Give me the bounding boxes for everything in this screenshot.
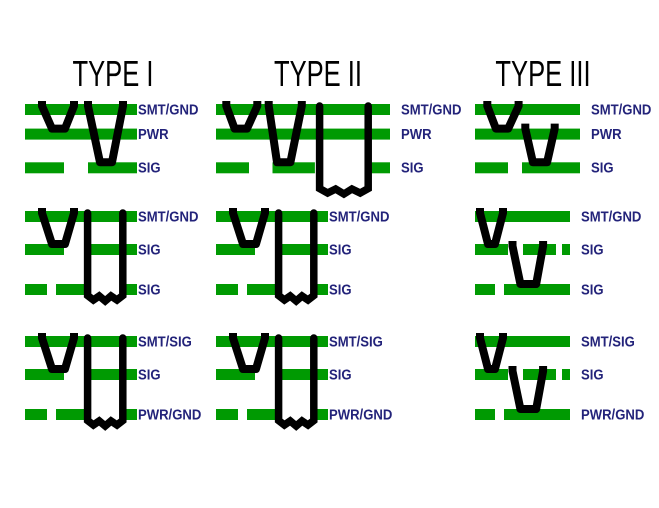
svg-text:PWR/GND: PWR/GND xyxy=(138,406,201,423)
svg-text:SIG: SIG xyxy=(329,281,352,298)
svg-text:SIG: SIG xyxy=(138,159,161,176)
svg-text:TYPE III: TYPE III xyxy=(495,54,590,94)
svg-text:SMT/GND: SMT/GND xyxy=(591,101,651,118)
svg-text:SIG: SIG xyxy=(581,241,604,258)
svg-text:SMT/GND: SMT/GND xyxy=(401,101,461,118)
svg-text:SIG: SIG xyxy=(329,241,352,258)
svg-text:SMT/SIG: SMT/SIG xyxy=(329,333,383,350)
svg-text:SIG: SIG xyxy=(591,159,614,176)
svg-text:SIG: SIG xyxy=(329,366,352,383)
svg-text:PWR: PWR xyxy=(401,125,432,142)
svg-text:SMT/GND: SMT/GND xyxy=(581,208,641,225)
svg-text:SMT/GND: SMT/GND xyxy=(138,208,198,225)
svg-text:TYPE II: TYPE II xyxy=(274,54,362,94)
svg-text:SMT/GND: SMT/GND xyxy=(329,208,389,225)
svg-text:PWR: PWR xyxy=(138,125,169,142)
svg-text:SIG: SIG xyxy=(401,159,424,176)
svg-text:PWR/GND: PWR/GND xyxy=(581,406,644,423)
svg-text:SMT/SIG: SMT/SIG xyxy=(138,333,192,350)
svg-text:SMT/SIG: SMT/SIG xyxy=(581,333,635,350)
svg-text:PWR/GND: PWR/GND xyxy=(329,406,392,423)
svg-text:SIG: SIG xyxy=(581,366,604,383)
svg-text:SIG: SIG xyxy=(138,281,161,298)
svg-text:PWR: PWR xyxy=(591,125,622,142)
svg-text:SMT/GND: SMT/GND xyxy=(138,101,198,118)
svg-text:TYPE I: TYPE I xyxy=(73,54,154,94)
svg-text:SIG: SIG xyxy=(138,366,161,383)
svg-text:SIG: SIG xyxy=(581,281,604,298)
svg-text:SIG: SIG xyxy=(138,241,161,258)
